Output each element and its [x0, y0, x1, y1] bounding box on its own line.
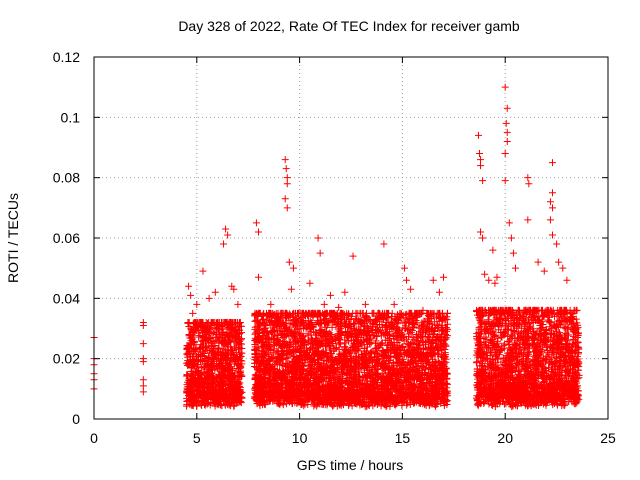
- data-point: [234, 345, 242, 353]
- data-point: [209, 329, 217, 337]
- data-point: [184, 385, 192, 393]
- data-points: [90, 83, 583, 411]
- data-point: [352, 309, 360, 317]
